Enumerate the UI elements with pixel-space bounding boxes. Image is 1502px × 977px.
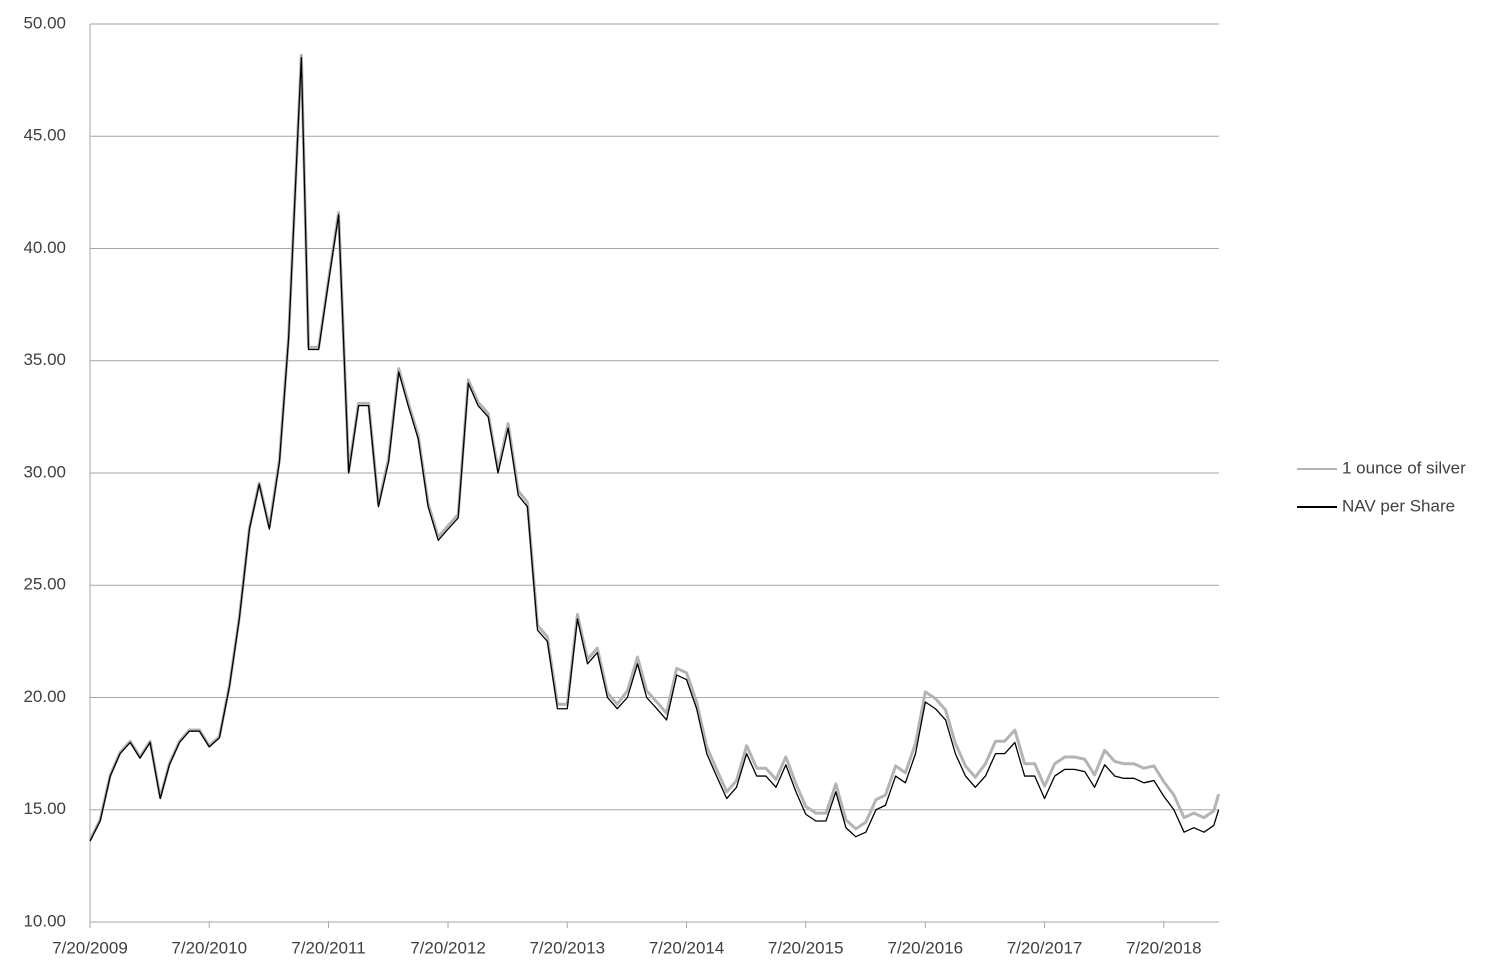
x-tick-label: 7/20/2016 <box>887 938 963 957</box>
y-tick-label: 35.00 <box>23 350 66 369</box>
x-tick-label: 7/20/2018 <box>1126 938 1202 957</box>
x-tick-label: 7/20/2014 <box>649 938 725 957</box>
x-tick-label: 7/20/2010 <box>171 938 247 957</box>
y-tick-label: 20.00 <box>23 687 66 706</box>
y-tick-label: 45.00 <box>23 126 66 145</box>
y-tick-label: 10.00 <box>23 911 66 930</box>
x-tick-label: 7/20/2011 <box>291 938 365 957</box>
series-line <box>89 57 1220 842</box>
x-tick-label: 7/20/2009 <box>52 938 128 957</box>
x-tick-label: 7/20/2013 <box>529 938 605 957</box>
x-tick-label: 7/20/2015 <box>768 938 844 957</box>
legend-label: 1 ounce of silver <box>1342 458 1466 477</box>
y-tick-label: 25.00 <box>23 575 66 594</box>
x-tick-label: 7/20/2012 <box>410 938 486 957</box>
x-tick-label: 7/20/2017 <box>1007 938 1083 957</box>
y-tick-label: 15.00 <box>23 799 66 818</box>
legend-label: NAV per Share <box>1342 496 1455 515</box>
y-tick-label: 50.00 <box>23 13 66 32</box>
y-tick-label: 40.00 <box>23 238 66 257</box>
y-tick-label: 30.00 <box>23 462 66 481</box>
